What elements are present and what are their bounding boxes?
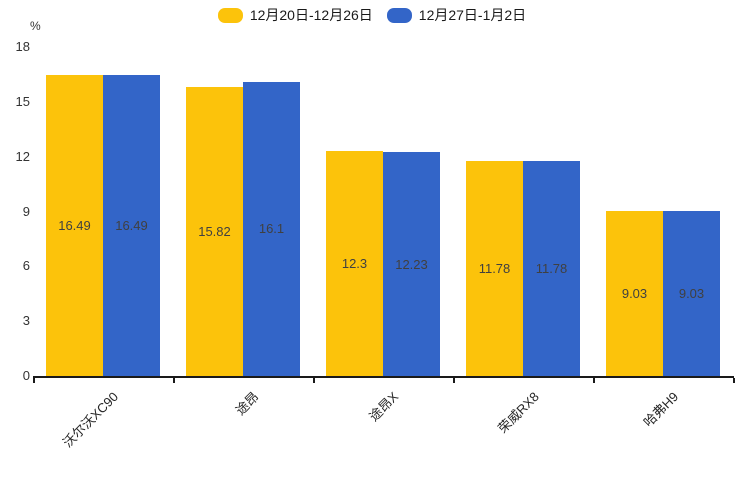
x-axis-tick [453,378,455,383]
bar-value-label: 11.78 [478,260,511,276]
bar-series1-途昂[interactable]: 15.82 [186,86,243,376]
x-axis-tick [593,378,595,383]
y-axis-tick-label: 3 [22,313,30,329]
x-axis-category-label-荣威RX8: 荣威RX8 [494,389,542,436]
bar-value-label: 16.49 [115,217,148,233]
x-axis-tick [733,378,735,383]
bar-value-label: 16.1 [258,221,285,237]
bar-value-label: 11.78 [535,260,568,276]
bar-series2-哈弗H9[interactable]: 9.03 [663,210,720,376]
bar-value-label: 12.23 [395,256,428,272]
legend-item-week1[interactable]: 12月20日-12月26日 [217,7,373,23]
x-axis-category-label-途昂X: 途昂X [366,389,402,425]
legend-label-week2: 12月27日-1月2日 [418,7,527,23]
bar-series1-荣威RX8[interactable]: 11.78 [466,160,523,376]
bar-value-label: 9.03 [621,285,648,301]
x-axis-category-label-沃尔沃XC90: 沃尔沃XC90 [60,389,122,451]
legend-item-week2[interactable]: 12月27日-1月2日 [386,7,527,23]
bar-value-label: 9.03 [678,285,705,301]
x-axis-category-label-哈弗H9: 哈弗H9 [640,389,682,430]
bar-value-label: 15.82 [198,223,231,239]
y-axis-tick-label: 12 [15,148,30,164]
x-axis-line [33,376,734,378]
bar-series1-哈弗H9[interactable]: 9.03 [606,210,663,376]
y-axis-tick-label: 6 [22,258,30,274]
legend-swatch-blue [386,7,412,23]
bar-series1-途昂X[interactable]: 12.3 [326,151,383,376]
y-axis-tick-label: 18 [15,39,30,54]
bar-value-label: 12.3 [341,256,368,272]
bar-series2-沃尔沃XC90[interactable]: 16.49 [103,74,160,376]
legend: 12月20日-12月26日 12月27日-1月2日 [0,7,744,23]
y-axis-tick-label: 15 [15,93,30,109]
legend-label-week1: 12月20日-12月26日 [249,7,373,23]
bar-series1-沃尔沃XC90[interactable]: 16.49 [46,74,103,376]
bar-series2-荣威RX8[interactable]: 11.78 [523,160,580,376]
x-axis-category-label-途昂: 途昂 [232,389,262,419]
bar-series2-途昂X[interactable]: 12.23 [383,152,440,376]
x-axis-tick [313,378,315,383]
bar-series2-途昂[interactable]: 16.1 [243,81,300,376]
y-axis-unit-label: % [30,19,41,33]
y-axis-tick-label: 9 [22,203,30,219]
bar-value-label: 16.49 [58,217,91,233]
x-axis-tick [173,378,175,383]
x-axis-tick [33,378,35,383]
legend-swatch-yellow [217,7,243,23]
y-axis-tick-label: 0 [22,368,30,383]
